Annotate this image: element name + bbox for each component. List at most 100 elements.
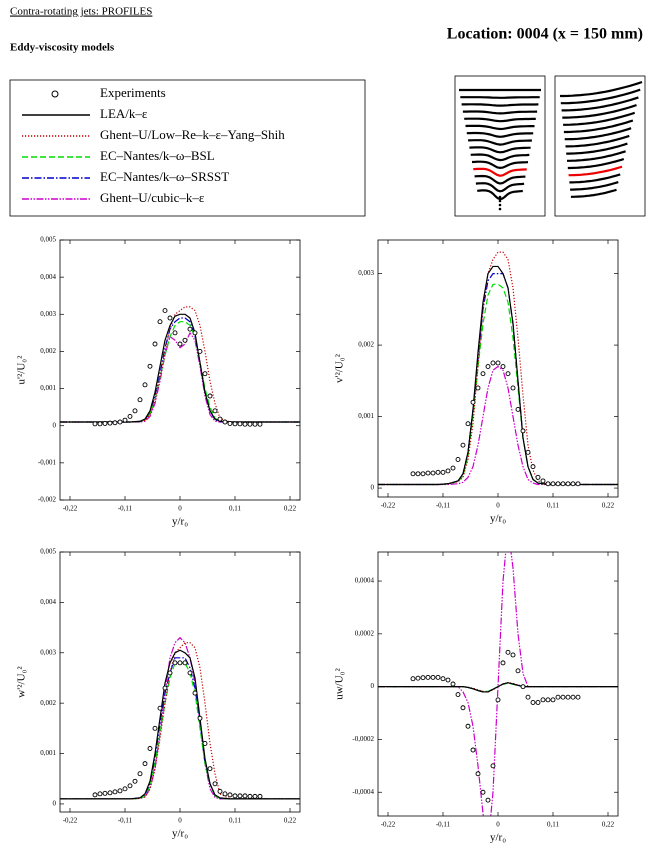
model-line (60, 317, 300, 423)
x-tick-label: 0,22 (284, 505, 297, 513)
thumb-line (567, 150, 626, 162)
experiment-point (257, 793, 263, 799)
y-tick-label: 0,001 (358, 412, 374, 420)
plot-frame (59, 551, 301, 813)
experiment-point (500, 660, 506, 666)
experiment-point (162, 685, 168, 691)
experiment-point (545, 481, 551, 487)
experiment-point (575, 694, 581, 700)
experiment-point (162, 308, 168, 314)
thumb-line (461, 103, 539, 107)
thumb-dot (498, 195, 502, 199)
experiment-point (555, 694, 561, 700)
experiment-point (192, 330, 198, 336)
y-tick-label: 0,0004 (355, 577, 375, 585)
thumb-line (477, 189, 523, 201)
y-tick-label: 0,001 (40, 384, 56, 392)
experiment-point (575, 481, 581, 487)
y-axis-label: w'²/U₀² (16, 666, 28, 698)
x-tick-label: 0 (178, 817, 182, 825)
x-tick-label: 0,11 (547, 502, 559, 510)
experiment-point (530, 464, 536, 470)
experiment-point (122, 786, 128, 792)
experiment-point (247, 421, 253, 427)
experiment-point (445, 677, 451, 683)
experiment-point (450, 465, 456, 471)
experiment-point (570, 694, 576, 700)
experiment-point (177, 660, 183, 666)
x-tick-label: -0,22 (381, 502, 396, 510)
thumb-line (475, 182, 525, 193)
experiment-point (565, 481, 571, 487)
experiment-point (242, 793, 248, 799)
experiment-point (520, 428, 526, 434)
x-tick-label: 0,11 (229, 505, 241, 513)
experiment-point (425, 674, 431, 680)
experiment-point (490, 763, 496, 769)
x-axis-label: y/r₀ (172, 516, 188, 528)
experiment-point (525, 449, 531, 455)
experiment-point (480, 371, 486, 377)
y-tick-label: -0,002 (38, 496, 57, 504)
y-tick-label: 0,004 (40, 273, 56, 281)
experiment-point (257, 421, 263, 427)
experiment-point (232, 421, 238, 427)
experiment-point (505, 649, 511, 655)
thumb-line (466, 131, 534, 138)
thumb-line (565, 134, 630, 148)
thumb-line (562, 104, 637, 119)
experiment-point (465, 723, 471, 729)
model-line (60, 649, 300, 800)
x-tick-label: 0,11 (547, 821, 559, 829)
experiment-point (172, 660, 178, 666)
y-tick-label: 0,001 (40, 749, 56, 757)
location: Location: 0004 (x = 150 mm) (447, 26, 643, 43)
experiment-point (530, 700, 536, 705)
experiment-point (102, 421, 108, 426)
experiment-point (112, 789, 118, 795)
experiment-point (450, 681, 456, 687)
thumbnails (459, 80, 643, 211)
experiment-point (182, 660, 188, 666)
experiment-point (132, 408, 138, 414)
experiment-point (212, 408, 218, 414)
experiment-point (430, 674, 436, 680)
thumb-line (561, 96, 639, 112)
model-line (378, 265, 618, 486)
experiment-point (222, 419, 228, 425)
experiment-point (92, 421, 98, 427)
thumb-line (473, 167, 527, 177)
thumb-line (568, 165, 623, 177)
experiment-point (550, 481, 556, 487)
experiment-point (142, 761, 148, 767)
experiment-point (137, 397, 143, 403)
y-tick-label: 0,0002 (355, 629, 375, 637)
thumb-line (563, 111, 636, 126)
model-line (378, 283, 618, 486)
thumb-dot (498, 203, 502, 207)
y-tick-label: 0 (371, 484, 375, 492)
model-line (60, 332, 300, 423)
experiment-point (122, 417, 128, 423)
model-line (378, 682, 618, 693)
experiment-point (197, 715, 203, 721)
experiment-point (485, 797, 491, 803)
thumb-line (570, 188, 617, 198)
experiment-point (217, 416, 223, 422)
x-tick-label: -0,11 (436, 502, 451, 510)
experiment-point (435, 674, 441, 680)
experiment-point (97, 421, 103, 427)
thumb-line (474, 174, 526, 185)
legend-box (9, 79, 366, 217)
experiment-point (172, 330, 178, 336)
experiment-point (545, 697, 551, 703)
thumb-line (567, 157, 625, 170)
experiment-point (410, 471, 416, 477)
experiment-point (232, 793, 238, 799)
experiment-point (132, 778, 138, 784)
y-tick-label: 0,002 (40, 699, 56, 707)
experiment-point (560, 481, 566, 487)
legend-label: Ghent–U/Low–Re–k–ε–Yang–Shih (100, 127, 285, 142)
experiment-point (445, 468, 451, 474)
